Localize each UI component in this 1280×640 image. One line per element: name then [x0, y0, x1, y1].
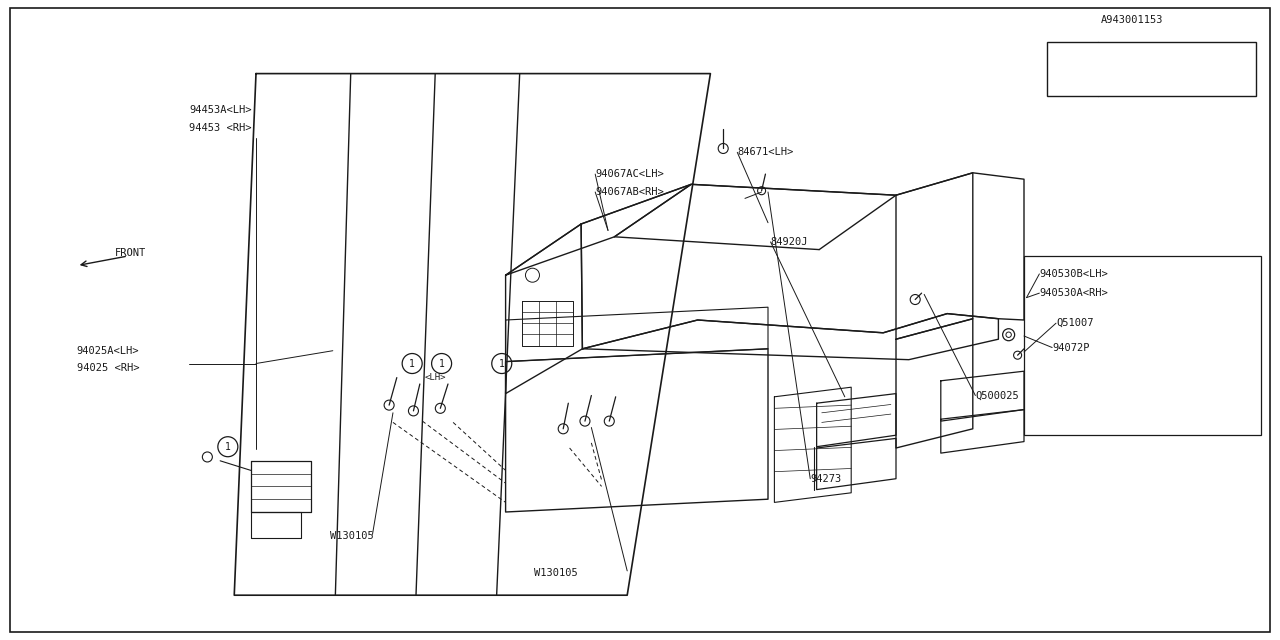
Text: 94025A<LH>: 94025A<LH>: [77, 346, 140, 356]
Text: 94072P: 94072P: [1052, 342, 1089, 353]
Text: 1: 1: [439, 358, 444, 369]
Bar: [1024, 256, 1261, 435]
Bar: [1047, 42, 1256, 96]
Text: W130105: W130105: [330, 531, 374, 541]
Text: FRONT: FRONT: [115, 248, 146, 258]
Text: 94067AC<LH>: 94067AC<LH>: [595, 169, 664, 179]
Text: 94273: 94273: [810, 474, 841, 484]
Text: 1: 1: [410, 358, 415, 369]
Text: 1: 1: [1070, 64, 1075, 74]
Text: 940530A<RH>: 940530A<RH>: [1039, 288, 1108, 298]
Text: 94067AB<RH>: 94067AB<RH>: [595, 187, 664, 197]
Text: 1: 1: [225, 442, 230, 452]
Text: <LH>: <LH>: [425, 373, 445, 382]
Text: 84920J: 84920J: [771, 237, 808, 247]
Text: Q500025: Q500025: [975, 390, 1019, 401]
Text: 1: 1: [499, 358, 504, 369]
Text: W130105: W130105: [534, 568, 577, 578]
Text: Q51007: Q51007: [1056, 318, 1093, 328]
Text: 84671<LH>: 84671<LH>: [737, 147, 794, 157]
Text: 94025 <RH>: 94025 <RH>: [77, 363, 140, 373]
Text: A943001153: A943001153: [1101, 15, 1164, 26]
Text: 940530B<LH>: 940530B<LH>: [1039, 269, 1108, 279]
Text: 94453 <RH>: 94453 <RH>: [189, 123, 252, 133]
Text: Q530033: Q530033: [1111, 64, 1155, 74]
Text: 94453A<LH>: 94453A<LH>: [189, 105, 252, 115]
